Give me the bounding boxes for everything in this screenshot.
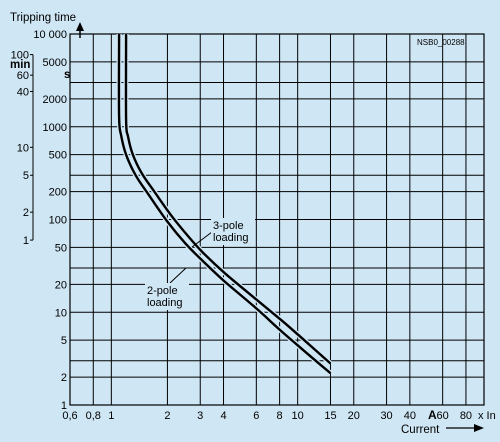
- x-tick-label: 0,8: [86, 410, 101, 422]
- y-tick-label: 1000: [43, 122, 67, 134]
- annotation-background: [211, 218, 255, 245]
- x-tick-label: 3: [197, 410, 203, 422]
- minute-tick-label: 1: [23, 235, 29, 247]
- y-tick-label: 2000: [43, 94, 67, 106]
- plot-area-frame: [69, 33, 485, 406]
- x-axis-arrow: [474, 424, 484, 432]
- x-tick-label: 6: [253, 410, 259, 422]
- y-unit-seconds: s: [64, 69, 70, 81]
- x-tick-label: 15: [324, 410, 336, 422]
- 3-pole-loading-curve: [124, 33, 332, 365]
- minute-tick-label: 100: [11, 50, 29, 62]
- x-tick-label: 20: [348, 410, 360, 422]
- y-tick-label: 100: [49, 215, 67, 227]
- annotation-background: [145, 283, 189, 310]
- x-tick-label: 30: [380, 410, 392, 422]
- y-tick-label: 50: [55, 242, 67, 254]
- x-tick-label: 8: [277, 410, 283, 422]
- tick-labels: 0,6 0,8 1 2 3 4 6 8 10 15 20 30 40 60 80 1 2 5 10 20 50 100 20…: [33, 29, 472, 422]
- x-unit-suffix: x In: [478, 410, 496, 422]
- x-unit: A: [428, 408, 437, 422]
- y-tick-label: 2: [61, 372, 67, 384]
- y-tick-label: 5: [61, 335, 67, 347]
- x-axis-title: Current: [401, 424, 440, 436]
- annotation-leader: [191, 231, 213, 248]
- y-tick-label: 5000: [43, 57, 67, 69]
- y-tick-label: 20: [55, 279, 67, 291]
- y-tick-label: 10: [55, 307, 67, 319]
- minute-scale: 1 2 5 10 40 60 100: [11, 50, 34, 247]
- y-tick-label: 500: [49, 150, 67, 162]
- x-tick-label: 2: [164, 410, 170, 422]
- y-axis-arrow: [76, 22, 84, 31]
- chart-code: NSB0_00288: [417, 38, 465, 47]
- minute-tick-label: 60: [17, 70, 29, 82]
- y-tick-label: 10 000: [33, 29, 67, 41]
- y-axis-title: Tripping time: [10, 12, 76, 24]
- minute-tick-label: 40: [17, 86, 29, 98]
- curve-annotation-label: 2-pole: [147, 285, 178, 297]
- curve-annotation-label: loading: [147, 297, 182, 309]
- curve-annotation-label: loading: [213, 232, 248, 244]
- 2-pole-loading-curve: [117, 33, 332, 375]
- minute-tick-label: 10: [17, 142, 29, 154]
- x-tick-label: 0,6: [62, 410, 77, 422]
- annotation-leader: [169, 267, 187, 284]
- x-tick-label: 10: [292, 410, 304, 422]
- minute-tick-label: 5: [23, 170, 29, 182]
- y-tick-label: 1: [61, 400, 67, 412]
- x-tick-label: 4: [220, 410, 226, 422]
- grid: [69, 33, 484, 406]
- minute-tick-label: 2: [23, 207, 29, 219]
- curve-annotation-label: 3-pole: [213, 220, 244, 232]
- x-tick-label: 40: [404, 410, 416, 422]
- x-tick-label: 1: [108, 410, 114, 422]
- y-unit-minutes: min: [10, 59, 30, 71]
- y-tick-label: 200: [49, 187, 67, 199]
- x-tick-label: 60: [437, 410, 449, 422]
- x-tick-label: 80: [460, 410, 472, 422]
